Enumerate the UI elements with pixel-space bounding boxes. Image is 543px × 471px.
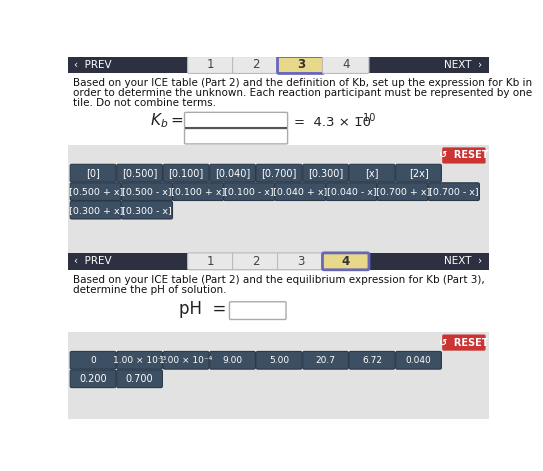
Text: 20.7: 20.7	[315, 356, 336, 365]
FancyBboxPatch shape	[185, 129, 288, 144]
Text: [0.700 - x]: [0.700 - x]	[429, 187, 478, 196]
Text: [x]: [x]	[365, 168, 379, 178]
FancyBboxPatch shape	[277, 253, 324, 270]
FancyBboxPatch shape	[232, 57, 279, 73]
Bar	[68, 57, 489, 73]
Text: Based on your ICE table (Part 2) and the definition of Kb, set up the expression: Based on your ICE table (Part 2) and the…	[73, 78, 533, 88]
Text: 9.00: 9.00	[223, 356, 243, 365]
Text: pH  =: pH =	[179, 300, 227, 318]
Text: 4: 4	[342, 58, 350, 72]
Text: −10: −10	[356, 113, 376, 123]
FancyBboxPatch shape	[188, 253, 234, 270]
Bar	[68, 332, 489, 419]
Text: 0.700: 0.700	[126, 374, 153, 384]
FancyBboxPatch shape	[349, 351, 395, 369]
FancyBboxPatch shape	[70, 201, 121, 219]
FancyBboxPatch shape	[117, 351, 162, 369]
Text: [0.500 + x]: [0.500 + x]	[68, 187, 123, 196]
Text: ↺  RESET: ↺ RESET	[439, 338, 489, 348]
FancyBboxPatch shape	[396, 164, 441, 182]
Text: [0.700 + x]: [0.700 + x]	[376, 187, 430, 196]
Text: 1.00 × 10⁻⁴: 1.00 × 10⁻⁴	[160, 356, 213, 365]
Text: =  4.3 × 10: = 4.3 × 10	[294, 116, 371, 129]
Text: 1.00 × 10⁻³: 1.00 × 10⁻³	[113, 356, 166, 365]
Text: [0.300]: [0.300]	[308, 168, 343, 178]
Text: NEXT  ›: NEXT ›	[444, 60, 483, 70]
FancyBboxPatch shape	[256, 164, 302, 182]
Text: 1: 1	[207, 58, 214, 72]
FancyBboxPatch shape	[396, 351, 441, 369]
Text: ‹  PREV: ‹ PREV	[74, 60, 112, 70]
Text: [0.100]: [0.100]	[168, 168, 204, 178]
FancyBboxPatch shape	[185, 113, 288, 128]
Text: [0.100 + x]: [0.100 + x]	[171, 187, 225, 196]
FancyBboxPatch shape	[277, 57, 324, 73]
Text: 5.00: 5.00	[269, 356, 289, 365]
FancyBboxPatch shape	[210, 164, 255, 182]
Text: 4: 4	[342, 255, 350, 268]
Text: determine the pH of solution.: determine the pH of solution.	[73, 285, 227, 295]
Text: [0.040]: [0.040]	[215, 168, 250, 178]
FancyBboxPatch shape	[121, 183, 173, 201]
FancyBboxPatch shape	[224, 183, 275, 201]
FancyBboxPatch shape	[323, 57, 369, 73]
Text: 0.200: 0.200	[79, 374, 107, 384]
FancyBboxPatch shape	[70, 370, 116, 388]
Text: 0: 0	[90, 356, 96, 365]
FancyBboxPatch shape	[70, 164, 116, 182]
Text: 2: 2	[252, 255, 260, 268]
FancyBboxPatch shape	[377, 183, 428, 201]
Text: 1: 1	[207, 255, 214, 268]
FancyBboxPatch shape	[256, 351, 302, 369]
FancyBboxPatch shape	[188, 57, 234, 73]
Text: [0.040 + x]: [0.040 + x]	[273, 187, 327, 196]
Bar	[68, 253, 489, 270]
Text: =: =	[170, 113, 183, 128]
FancyBboxPatch shape	[163, 351, 209, 369]
Text: ↺  RESET: ↺ RESET	[439, 150, 489, 161]
FancyBboxPatch shape	[117, 164, 162, 182]
Bar	[68, 145, 489, 253]
Text: [2x]: [2x]	[409, 168, 428, 178]
FancyBboxPatch shape	[428, 183, 479, 201]
Text: 2: 2	[252, 58, 260, 72]
Text: 3: 3	[296, 58, 305, 72]
Text: NEXT  ›: NEXT ›	[444, 256, 483, 266]
Text: order to determine the unknown. Each reaction participant must be represented by: order to determine the unknown. Each rea…	[73, 88, 533, 98]
Text: [0]: [0]	[86, 168, 100, 178]
FancyBboxPatch shape	[230, 302, 286, 319]
FancyBboxPatch shape	[442, 334, 485, 351]
Text: [0.300 + x]: [0.300 + x]	[68, 206, 123, 215]
Text: $K_b$: $K_b$	[150, 111, 169, 130]
Text: 6.72: 6.72	[362, 356, 382, 365]
FancyBboxPatch shape	[349, 164, 395, 182]
Text: [0.500 - x]: [0.500 - x]	[122, 187, 172, 196]
FancyBboxPatch shape	[163, 164, 209, 182]
FancyBboxPatch shape	[302, 351, 349, 369]
Text: 0.040: 0.040	[406, 356, 432, 365]
Text: tile. Do not combine terms.: tile. Do not combine terms.	[73, 98, 216, 108]
Text: [0.700]: [0.700]	[261, 168, 297, 178]
FancyBboxPatch shape	[232, 253, 279, 270]
FancyBboxPatch shape	[323, 253, 369, 270]
FancyBboxPatch shape	[442, 147, 485, 163]
Text: [0.040 - x]: [0.040 - x]	[327, 187, 376, 196]
Text: [0.100 - x]: [0.100 - x]	[224, 187, 274, 196]
FancyBboxPatch shape	[70, 351, 116, 369]
Text: ‹  PREV: ‹ PREV	[74, 256, 112, 266]
FancyBboxPatch shape	[117, 370, 162, 388]
FancyBboxPatch shape	[326, 183, 377, 201]
Text: 3: 3	[297, 255, 305, 268]
FancyBboxPatch shape	[70, 183, 121, 201]
Text: [0.300 - x]: [0.300 - x]	[122, 206, 172, 215]
FancyBboxPatch shape	[302, 164, 349, 182]
FancyBboxPatch shape	[121, 201, 173, 219]
Text: [0.500]: [0.500]	[122, 168, 157, 178]
FancyBboxPatch shape	[275, 183, 326, 201]
FancyBboxPatch shape	[173, 183, 224, 201]
FancyBboxPatch shape	[210, 351, 255, 369]
Text: Based on your ICE table (Part 2) and the equilibrium expression for Kb (Part 3),: Based on your ICE table (Part 2) and the…	[73, 275, 485, 285]
